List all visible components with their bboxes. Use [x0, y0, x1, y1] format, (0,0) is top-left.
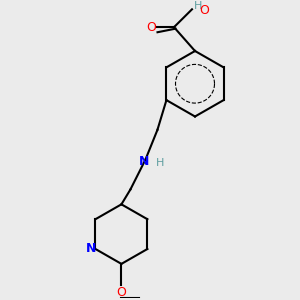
Text: O: O [147, 21, 156, 34]
Text: O: O [199, 4, 209, 17]
Text: N: N [86, 242, 96, 256]
Text: O: O [116, 286, 126, 299]
Text: H: H [156, 158, 165, 168]
Text: N: N [139, 155, 149, 168]
Text: H: H [194, 1, 202, 11]
